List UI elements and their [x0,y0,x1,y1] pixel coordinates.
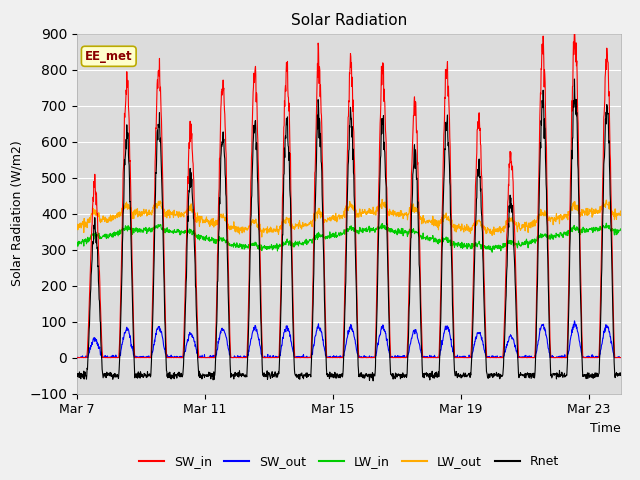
Text: EE_met: EE_met [85,50,132,63]
X-axis label: Time: Time [590,422,621,435]
Title: Solar Radiation: Solar Radiation [291,13,407,28]
Y-axis label: Solar Radiation (W/m2): Solar Radiation (W/m2) [10,141,24,287]
Legend: SW_in, SW_out, LW_in, LW_out, Rnet: SW_in, SW_out, LW_in, LW_out, Rnet [134,450,564,473]
